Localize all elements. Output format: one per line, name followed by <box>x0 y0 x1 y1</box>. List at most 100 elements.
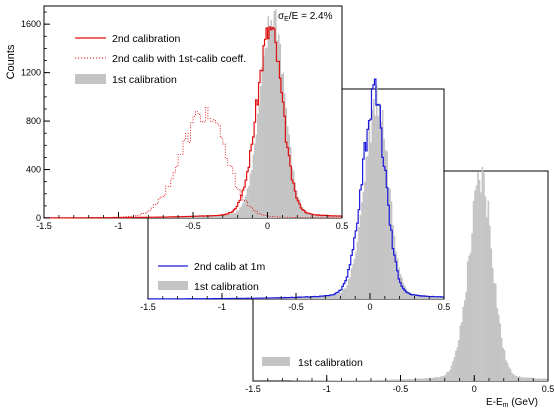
histogram-bar <box>370 142 372 299</box>
histogram-bar <box>421 379 423 381</box>
histogram-bar <box>392 380 394 381</box>
histogram-bar <box>245 195 247 218</box>
x-tick-label: 0.5 <box>336 221 349 231</box>
histogram-bar <box>347 380 349 381</box>
histogram-bar <box>387 380 389 381</box>
histogram-bar <box>426 378 428 381</box>
histogram-bar <box>483 173 485 381</box>
histogram-bar <box>270 20 272 218</box>
histogram-bar <box>403 379 405 381</box>
histogram-bar <box>272 27 274 218</box>
histogram-bar <box>374 116 376 299</box>
histogram-bar <box>542 378 544 381</box>
histogram-bar <box>424 379 426 381</box>
histogram-bar <box>501 338 503 381</box>
histogram-bar <box>383 380 385 381</box>
histogram-bar <box>372 380 374 381</box>
histogram-bar <box>378 380 380 381</box>
histogram-bar <box>511 373 513 381</box>
histogram-bar <box>327 296 329 299</box>
x-tick-label: -1 <box>114 221 122 231</box>
histogram-bar <box>403 283 405 299</box>
histogram-bar <box>513 374 515 381</box>
histogram-bar <box>358 380 360 381</box>
histogram-bar <box>434 377 436 381</box>
histogram-bar <box>446 372 448 381</box>
histogram-bar <box>477 172 479 381</box>
histogram-bar <box>527 377 529 381</box>
histogram-bar <box>373 99 375 299</box>
histogram-bar <box>508 367 510 381</box>
histogram-bar <box>233 213 235 218</box>
histogram-bar <box>398 379 400 381</box>
histogram-bar <box>265 48 267 218</box>
histogram-bar <box>344 380 346 381</box>
histogram-bar <box>536 379 538 381</box>
histogram-bar <box>390 380 392 381</box>
histogram-bar <box>402 379 404 381</box>
histogram-bar <box>367 156 369 299</box>
histogram-bar <box>391 202 393 299</box>
histogram-bar <box>376 85 378 299</box>
histogram-bar <box>502 348 504 381</box>
histogram-bar <box>368 380 370 381</box>
histogram-bar <box>437 377 439 381</box>
histogram-bar <box>346 380 348 381</box>
histogram-bar <box>377 116 379 299</box>
y-tick-label: 400 <box>26 165 41 175</box>
legend-label-2nd-calibration: 2nd calibration <box>112 33 180 45</box>
histogram-bar <box>257 114 259 218</box>
x-tick-label: -0.5 <box>393 384 409 394</box>
histogram-bar <box>241 206 243 218</box>
x-tick-label: -0.5 <box>288 302 304 312</box>
histogram-bar <box>521 377 523 381</box>
y-tick-label: 1600 <box>21 19 41 29</box>
histogram-bar <box>504 350 506 381</box>
histogram-bar <box>276 40 278 218</box>
histogram-bar <box>411 379 413 381</box>
histogram-bar <box>405 379 407 381</box>
histogram-bar <box>389 380 391 381</box>
histogram-bar <box>454 357 456 381</box>
x-tick-label: -1.5 <box>245 384 261 394</box>
histogram-bar <box>442 376 444 381</box>
histogram-bar <box>380 380 382 381</box>
x-tick-label: 0 <box>367 302 372 312</box>
histogram-bar <box>363 192 365 299</box>
y-tick-label: 800 <box>26 116 41 126</box>
histogram-bar <box>523 378 525 381</box>
histogram-bar <box>336 295 338 299</box>
histogram-bar <box>330 296 332 299</box>
histogram-bar <box>409 379 411 381</box>
histogram-bar <box>352 380 354 381</box>
histogram-bar <box>343 288 345 299</box>
histogram-bar <box>357 242 359 299</box>
histogram-bar <box>467 262 469 381</box>
histogram-bar <box>260 86 262 218</box>
histogram-bar <box>353 380 355 381</box>
histogram-bar <box>461 322 463 381</box>
histogram-bar <box>457 347 459 381</box>
histogram-bar <box>526 378 528 381</box>
histogram-bar <box>418 378 420 381</box>
histogram-bar <box>393 380 395 382</box>
histogram-bar <box>375 380 377 381</box>
histogram-bar <box>251 170 253 218</box>
histogram-bar <box>263 55 265 218</box>
histogram-bar <box>507 363 509 381</box>
histogram-bar <box>250 173 252 218</box>
histogram-bar <box>351 268 353 299</box>
histogram-bar <box>539 379 541 381</box>
legend-label-1st-calibration: 1st calibration <box>298 357 363 369</box>
histogram-bar <box>479 180 481 381</box>
histogram-bar <box>486 217 488 381</box>
histogram-bar <box>427 379 429 381</box>
histogram-bar <box>489 226 491 381</box>
histogram-bar <box>269 26 271 218</box>
histogram-bar <box>470 253 472 381</box>
histogram-bar <box>362 380 364 381</box>
histogram-bar <box>471 233 473 381</box>
histogram-bar <box>360 215 362 299</box>
histogram-bar <box>268 16 270 218</box>
histogram-bar <box>406 379 408 381</box>
